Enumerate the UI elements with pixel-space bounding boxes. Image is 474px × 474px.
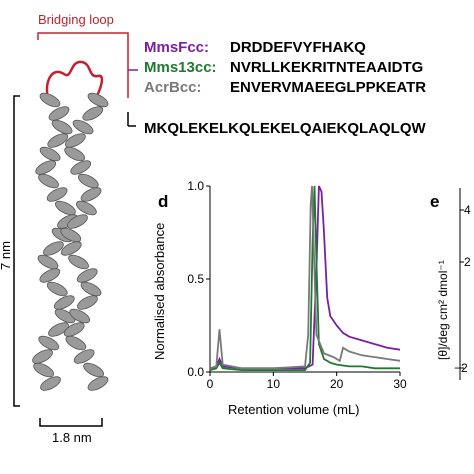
panel-d-xtick-label: 0 [207, 377, 214, 391]
helix-turn [37, 254, 59, 270]
width-scale-label: 1.8 nm [52, 430, 92, 445]
panel-d-series-line-0 [209, 185, 401, 370]
helix-turn [35, 160, 57, 175]
helix-turn [53, 295, 75, 310]
sequence-row-acrbcc: AcrBcc: ENVERVMAEEGLPPKEATR [144, 78, 426, 98]
helix-turn [72, 119, 94, 135]
helix-turn [32, 349, 53, 364]
sequence-text: DRDDEFVYFHAKQ [230, 39, 366, 56]
panel-d-ytick-label: 0.5 [187, 272, 204, 286]
panel-d-series-line-2 [209, 185, 401, 370]
panel-e-ytick-label: 4 [464, 203, 471, 217]
helix-turn [51, 119, 73, 135]
helix-turn [82, 106, 104, 121]
panel-d-ytick-label: 1.0 [187, 179, 204, 193]
height-scale-bar [13, 95, 20, 407]
helix-turn [76, 268, 98, 283]
sequence-list: MmsFcc: DRDDEFVYFHAKQ Mms13cc: NVRLLKEKRIT… [144, 38, 426, 98]
panel-e-letter: e [430, 192, 440, 211]
helix-turn [68, 254, 89, 270]
bridging-loop-bracket [37, 32, 129, 98]
bridging-loop [45, 60, 104, 99]
helix-turn [47, 133, 69, 148]
helix-turn [46, 187, 68, 202]
helix-turn [46, 281, 68, 297]
panel-d-ylabel: Normalised absorbance [152, 222, 167, 360]
panel-d-ytick-label: 0.0 [187, 365, 204, 379]
panel-d-xtick-label: 10 [267, 377, 281, 391]
panel-d-chart: 0 10 20 30 0.0 0.5 1.0 [187, 179, 407, 391]
helix-turn [76, 200, 97, 216]
sequence-row-mmsfcc: MmsFcc: DRDDEFVYFHAKQ [144, 38, 426, 58]
panel-d-series-line-1 [209, 185, 400, 371]
helix-turn [64, 146, 86, 162]
helix-turn [60, 227, 82, 243]
panel-d-xlabel: Retention volume (mL) [228, 402, 360, 417]
helix-turn [69, 308, 91, 324]
helix-turn [87, 92, 109, 108]
helix-turn [39, 92, 61, 108]
panel-e-ylabel: [θ]/deg cm² dmol⁻¹ [436, 260, 450, 360]
sequence-name: MmsFcc: [144, 39, 210, 56]
helix-turn [64, 133, 86, 148]
panel-e-ytick-label: −2 [454, 361, 468, 375]
helix-turn [38, 173, 59, 189]
helix-turn [33, 362, 55, 378]
coiled-coil-helices [32, 92, 109, 391]
helix-turn [43, 241, 64, 256]
sequence-text: NVRLLKEKRITNTEAAIDTG [230, 59, 424, 76]
helix-turn [80, 187, 102, 202]
helix-turn [63, 322, 85, 337]
shared-helix-sequence: MKQLEKELKQLEKELQAIEKQLAQLQW [144, 120, 426, 137]
height-scale-label: 7 nm [0, 241, 13, 270]
helix-turn [77, 295, 98, 310]
panel-d-letter: d [158, 192, 169, 211]
helix-turn [40, 376, 61, 391]
panel-e-ytick-label: 2 [464, 255, 471, 269]
sequence-text: ENVERVMAEEGLPPKEATR [230, 79, 427, 96]
helix-turn [80, 281, 102, 297]
helix-turn [73, 349, 95, 364]
helix-turn [70, 160, 92, 175]
sequence-name: AcrBcc: [144, 79, 202, 96]
helix-turn [60, 241, 82, 256]
helix-turn [48, 106, 70, 121]
helix-bracket [127, 112, 136, 127]
helix-turn [39, 146, 61, 162]
helix-turn [65, 335, 87, 351]
helix-turn [87, 376, 109, 391]
helix-turn [48, 322, 69, 337]
helix-turn [54, 308, 76, 324]
helix-turn [83, 362, 105, 378]
bridging-loop-label: Bridging loop [38, 12, 114, 27]
width-scale-bar [39, 418, 103, 427]
sequence-name: Mms13cc: [144, 59, 217, 76]
panel-d-xtick-label: 30 [393, 377, 407, 391]
helix-turn [77, 173, 99, 189]
helix-turn [54, 200, 76, 216]
helix-turn [67, 214, 88, 229]
sequence-row-mms13cc: Mms13cc: NVRLLKEKRITNTEAAIDTG [144, 58, 426, 78]
panel-d-xtick-label: 20 [330, 377, 344, 391]
helix-turn [39, 268, 61, 283]
helix-turn [38, 335, 60, 351]
